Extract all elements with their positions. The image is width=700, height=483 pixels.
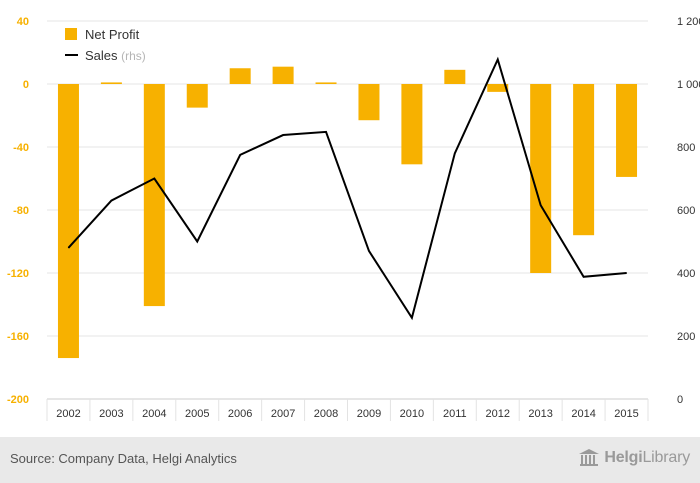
net-profit-bar: [143, 84, 165, 307]
x-tick-label: 2014: [571, 408, 595, 420]
helgilibrary-logo[interactable]: HelgiLibrary: [578, 447, 690, 469]
y-right-tick-label: 200: [677, 331, 695, 343]
x-tick-label: 2004: [142, 408, 166, 420]
y-left-tick-label: 0: [23, 79, 29, 91]
sales-point: [239, 154, 241, 156]
sales-line: [67, 56, 627, 321]
footer: Source: Company Data, Helgi Analytics He…: [0, 437, 700, 483]
net-profit-bar: [573, 84, 595, 236]
x-tick-label: 2007: [271, 408, 295, 420]
y-left-tick-label: -160: [7, 331, 29, 343]
sales-point: [196, 241, 198, 242]
net-profit-bar: [315, 82, 337, 84]
net-profit-bar: [487, 84, 509, 92]
legend: Net Profit Sales (rhs): [65, 27, 146, 63]
sales-point: [368, 250, 370, 252]
sales-point: [325, 131, 327, 133]
y-right-tick-label: 0: [677, 394, 683, 406]
net-profit-bar: [401, 84, 423, 165]
sales-point: [626, 272, 628, 274]
legend-rhs-note: (rhs): [121, 49, 146, 63]
sales-point: [497, 58, 499, 60]
sales-point: [282, 134, 284, 136]
y-left-tick-label: -200: [7, 394, 29, 406]
legend-label-net-profit: Net Profit: [85, 27, 140, 42]
y-right-tick-label: 1 200: [677, 16, 700, 28]
library-building-icon: [579, 449, 600, 466]
x-tick-label: 2010: [400, 408, 424, 420]
y-left-tick-label: -120: [7, 268, 29, 280]
brand-name-part1: Helgi: [604, 449, 643, 466]
y-left-tick-label: -40: [13, 142, 29, 154]
sales-point: [583, 276, 585, 278]
legend-swatch-net-profit: [65, 28, 77, 40]
x-tick-label: 2006: [228, 408, 252, 420]
x-tick-label: 2003: [99, 408, 123, 420]
net-profit-bar: [358, 84, 380, 121]
net-profit-bar: [57, 84, 79, 359]
sales-point: [411, 317, 413, 319]
y-right-tick-label: 1 000: [677, 79, 700, 91]
sales-point: [110, 200, 112, 202]
y-right-tick-label: 800: [677, 142, 695, 154]
source-note: Source: Company Data, Helgi Analytics: [10, 451, 237, 466]
x-tick-label: 2013: [528, 408, 552, 420]
y-right-tick-label: 600: [677, 205, 695, 217]
net-profit-bar: [272, 66, 294, 84]
sales-point: [153, 178, 155, 179]
x-tick-label: 2002: [56, 408, 80, 420]
sales-point: [67, 247, 69, 249]
net-profit-bar: [229, 68, 251, 84]
x-tick-label: 2005: [185, 408, 209, 420]
x-tick-label: 2015: [614, 408, 638, 420]
sales-point: [540, 204, 542, 206]
y-left-tick-label: -80: [13, 205, 29, 217]
y-left-tick-label: 40: [17, 16, 29, 28]
x-tick-label: 2011: [443, 408, 467, 420]
x-tick-label: 2008: [314, 408, 338, 420]
brand-name-part2: Library: [642, 449, 690, 466]
x-tick-label: 2009: [357, 408, 381, 420]
x-tick-label: 2012: [486, 408, 510, 420]
y-right-tick-label: 400: [677, 268, 695, 280]
sales-point: [454, 152, 456, 154]
brand-name: HelgiLibrary: [604, 449, 690, 467]
net-profit-bar: [186, 84, 208, 108]
net-profit-bar: [444, 69, 466, 84]
legend-label-sales: Sales (rhs): [85, 48, 146, 63]
net-profit-bar: [530, 84, 552, 273]
net-profit-bar: [100, 82, 122, 84]
net-profit-bar: [616, 84, 638, 177]
